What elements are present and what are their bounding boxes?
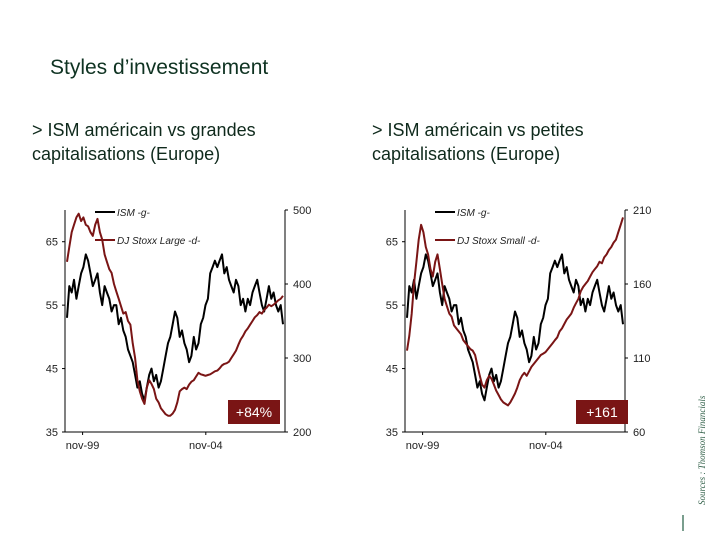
y-right-tick-label: 160 [633, 279, 651, 291]
y-right-tick-label: 60 [633, 427, 645, 439]
y-right-tick-label: 400 [293, 279, 311, 291]
y-left-tick-label: 35 [46, 427, 58, 439]
y-left-tick-label: 65 [46, 237, 58, 249]
annotation-box [576, 400, 628, 424]
legend-ism-label: ISM -g- [117, 208, 150, 219]
x-tick-label: nov-04 [189, 440, 223, 452]
y-left-tick-label: 45 [46, 364, 58, 376]
chart-large-caps: 35 45 55 65 200 300 400 500 nov-99 nov-04 ISM -g- D… [20, 190, 340, 470]
y-left-tick-label: 45 [386, 364, 398, 376]
annotation-label: +161 [586, 404, 618, 420]
y-right-tick-label: 500 [293, 205, 311, 217]
y-left-tick-label: 55 [46, 300, 58, 312]
x-tick-label: nov-99 [406, 440, 440, 452]
legend-ism-label: ISM -g- [457, 208, 490, 219]
chart-2-title: > ISM américain vs petites capitalisatio… [372, 120, 584, 164]
chart-svg: 35 45 55 65 200 300 400 500 nov-99 nov-04 ISM -g- D… [46, 205, 312, 452]
x-tick-label: nov-04 [529, 440, 563, 452]
legend-stoxx-label: DJ Stoxx Large -d- [117, 236, 201, 247]
y-left-tick-label: 35 [386, 427, 398, 439]
series-ism-line [66, 253, 284, 402]
annotation-label: +84% [236, 404, 272, 420]
chart-svg: 35 45 55 65 60 110 160 210 nov-99 nov-04 ISM -g- DJ… [386, 205, 652, 452]
y-right-tick-label: 110 [633, 353, 651, 365]
footer-marker [682, 515, 684, 531]
y-right-tick-label: 210 [633, 205, 651, 217]
x-tick-label: nov-99 [66, 440, 100, 452]
chart-1-title: > ISM américain vs grandes capitalisatio… [32, 120, 256, 164]
series-stoxx-line [66, 212, 284, 417]
annotation-box [228, 400, 280, 424]
y-right-tick-label: 300 [293, 353, 311, 365]
series-stoxx-line [406, 217, 624, 407]
y-right-tick-label: 200 [293, 427, 311, 439]
y-left-tick-label: 55 [386, 300, 398, 312]
chart-small-caps: 35 45 55 65 60 110 160 210 nov-99 nov-04 ISM -g- DJ… [360, 190, 680, 470]
legend-stoxx-label: DJ Stoxx Small -d- [457, 236, 540, 247]
page-title: Styles d’investissement [50, 56, 269, 79]
series-ism-line [406, 253, 624, 402]
source-note: Sources : Thomson Financials [697, 395, 707, 505]
y-left-tick-label: 65 [386, 237, 398, 249]
